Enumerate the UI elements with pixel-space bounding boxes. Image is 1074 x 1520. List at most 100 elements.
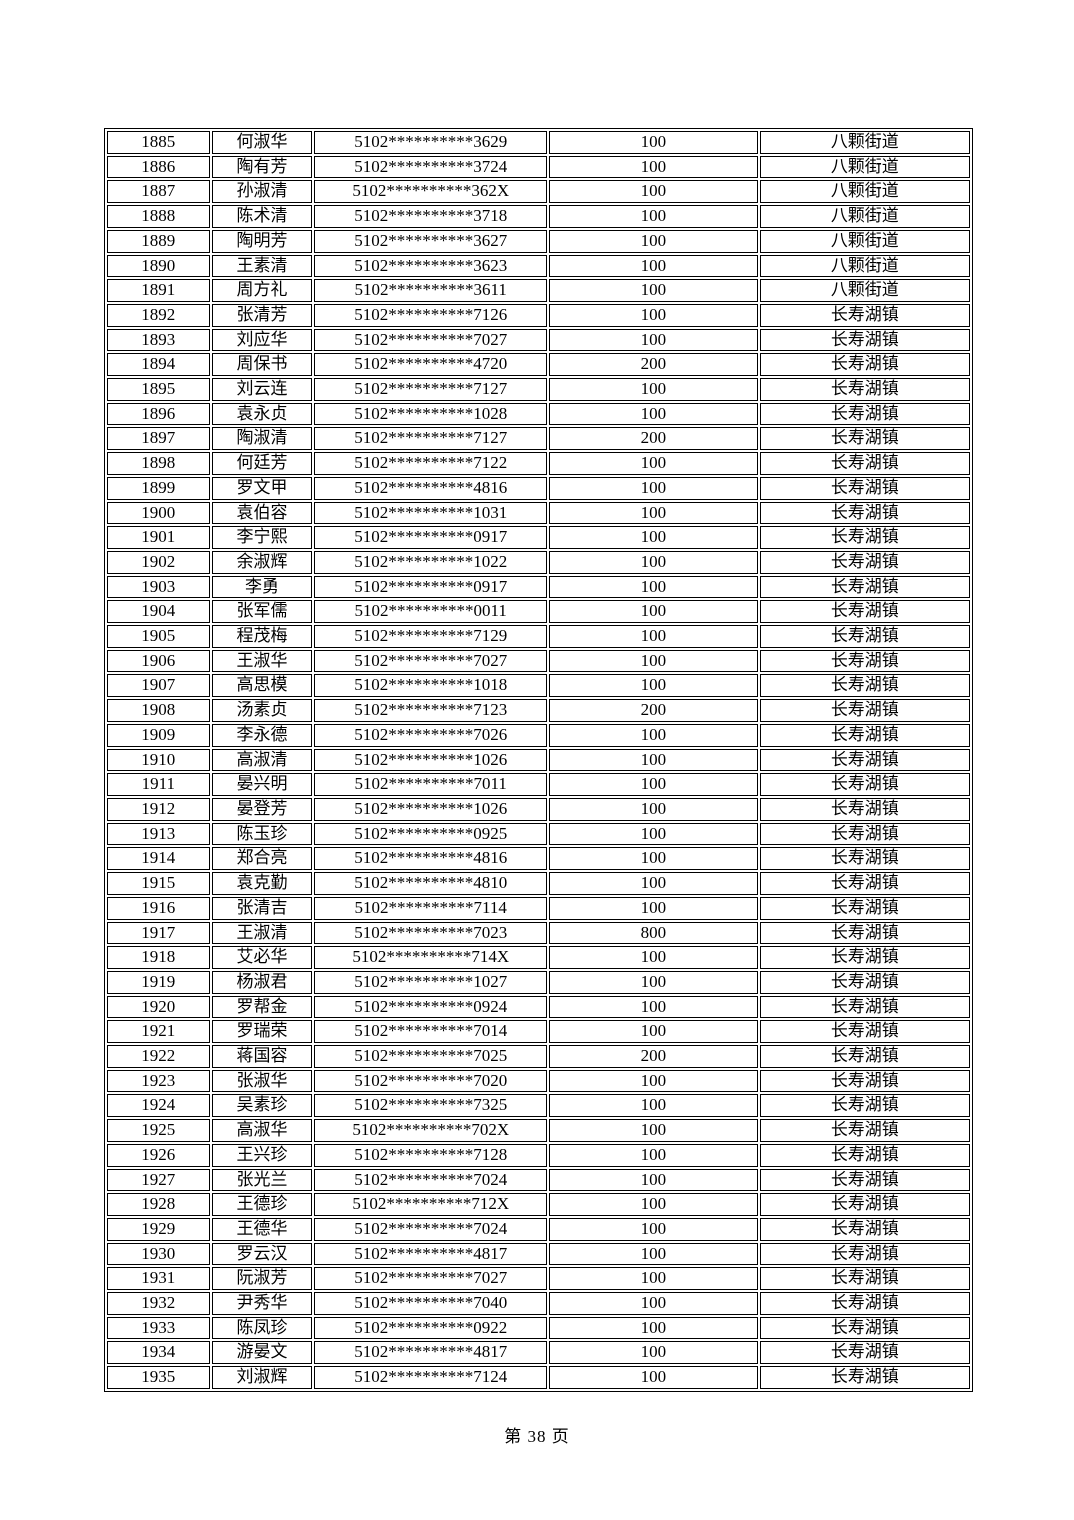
district-cell: 长寿湖镇 bbox=[759, 378, 970, 401]
district-cell: 八颗街道 bbox=[759, 254, 970, 278]
amount-cell: 100 bbox=[549, 452, 758, 475]
district-cell: 长寿湖镇 bbox=[759, 773, 970, 796]
name-cell: 张光兰 bbox=[211, 1168, 313, 1192]
serial-cell: 1896 bbox=[107, 402, 210, 426]
serial-cell: 1905 bbox=[107, 625, 210, 648]
name-cell: 程茂梅 bbox=[211, 625, 313, 648]
serial-cell: 1890 bbox=[107, 254, 210, 278]
district-cell: 长寿湖镇 bbox=[759, 353, 970, 377]
table-row: 1922 蒋国容 5102**********7025 200 长寿湖镇 bbox=[107, 1045, 970, 1068]
serial-cell: 1895 bbox=[107, 378, 210, 401]
district-cell: 长寿湖镇 bbox=[759, 1316, 970, 1340]
serial-cell: 1926 bbox=[107, 1143, 210, 1167]
amount-cell: 100 bbox=[549, 970, 758, 994]
name-cell: 李宁熙 bbox=[211, 526, 313, 549]
amount-cell: 200 bbox=[549, 699, 758, 722]
amount-cell: 100 bbox=[549, 378, 758, 401]
amount-cell: 200 bbox=[549, 427, 758, 451]
district-cell: 长寿湖镇 bbox=[759, 822, 970, 846]
name-cell: 吴素珍 bbox=[211, 1094, 313, 1118]
district-cell: 八颗街道 bbox=[759, 180, 970, 204]
serial-cell: 1908 bbox=[107, 699, 210, 722]
name-cell: 张军儒 bbox=[211, 600, 313, 624]
table-row: 1902 余淑辉 5102**********1022 100 长寿湖镇 bbox=[107, 550, 970, 574]
serial-cell: 1910 bbox=[107, 748, 210, 772]
serial-cell: 1921 bbox=[107, 1020, 210, 1044]
amount-cell: 100 bbox=[549, 896, 758, 920]
amount-cell: 100 bbox=[549, 1341, 758, 1365]
amount-cell: 100 bbox=[549, 303, 758, 327]
table-row: 1917 王淑清 5102**********7023 800 长寿湖镇 bbox=[107, 921, 970, 945]
id-masked-cell: 5102**********7127 bbox=[314, 427, 548, 451]
id-masked-cell: 5102**********1028 bbox=[314, 402, 548, 426]
serial-cell: 1898 bbox=[107, 452, 210, 475]
name-cell: 游晏文 bbox=[211, 1341, 313, 1365]
id-masked-cell: 5102**********4816 bbox=[314, 476, 548, 500]
serial-cell: 1930 bbox=[107, 1242, 210, 1266]
id-masked-cell: 5102**********7129 bbox=[314, 625, 548, 648]
amount-cell: 100 bbox=[549, 1316, 758, 1340]
name-cell: 王德珍 bbox=[211, 1193, 313, 1216]
serial-cell: 1885 bbox=[107, 131, 210, 154]
name-cell: 刘淑辉 bbox=[211, 1366, 313, 1389]
serial-cell: 1892 bbox=[107, 303, 210, 327]
id-masked-cell: 5102**********7027 bbox=[314, 328, 548, 352]
id-masked-cell: 5102**********7024 bbox=[314, 1168, 548, 1192]
district-cell: 长寿湖镇 bbox=[759, 1094, 970, 1118]
table-row: 1908 汤素贞 5102**********7123 200 长寿湖镇 bbox=[107, 699, 970, 722]
amount-cell: 100 bbox=[549, 550, 758, 574]
name-cell: 王淑华 bbox=[211, 649, 313, 673]
name-cell: 袁永贞 bbox=[211, 402, 313, 426]
amount-cell: 100 bbox=[549, 402, 758, 426]
id-masked-cell: 5102**********0924 bbox=[314, 995, 548, 1019]
district-cell: 长寿湖镇 bbox=[759, 427, 970, 451]
serial-cell: 1914 bbox=[107, 847, 210, 871]
district-cell: 长寿湖镇 bbox=[759, 1366, 970, 1389]
name-cell: 罗云汉 bbox=[211, 1242, 313, 1266]
id-masked-cell: 5102**********1026 bbox=[314, 748, 548, 772]
id-masked-cell: 5102**********7026 bbox=[314, 723, 548, 747]
amount-cell: 100 bbox=[549, 748, 758, 772]
district-cell: 长寿湖镇 bbox=[759, 1045, 970, 1068]
serial-cell: 1928 bbox=[107, 1193, 210, 1216]
amount-cell: 100 bbox=[549, 1143, 758, 1167]
amount-cell: 100 bbox=[549, 995, 758, 1019]
district-cell: 八颗街道 bbox=[759, 279, 970, 302]
name-cell: 罗帮金 bbox=[211, 995, 313, 1019]
serial-cell: 1925 bbox=[107, 1119, 210, 1142]
id-masked-cell: 5102**********7122 bbox=[314, 452, 548, 475]
amount-cell: 100 bbox=[549, 180, 758, 204]
amount-cell: 100 bbox=[549, 1193, 758, 1216]
id-masked-cell: 5102**********7123 bbox=[314, 699, 548, 722]
id-masked-cell: 5102**********1027 bbox=[314, 970, 548, 994]
id-masked-cell: 5102**********0922 bbox=[314, 1316, 548, 1340]
district-cell: 长寿湖镇 bbox=[759, 896, 970, 920]
district-cell: 长寿湖镇 bbox=[759, 797, 970, 821]
serial-cell: 1886 bbox=[107, 155, 210, 179]
name-cell: 周方礼 bbox=[211, 279, 313, 302]
district-cell: 八颗街道 bbox=[759, 155, 970, 179]
amount-cell: 100 bbox=[549, 946, 758, 969]
name-cell: 王淑清 bbox=[211, 921, 313, 945]
name-cell: 陶淑清 bbox=[211, 427, 313, 451]
serial-cell: 1901 bbox=[107, 526, 210, 549]
serial-cell: 1907 bbox=[107, 674, 210, 698]
serial-cell: 1904 bbox=[107, 600, 210, 624]
table-row: 1887 孙淑清 5102**********362X 100 八颗街道 bbox=[107, 180, 970, 204]
page-number: 第 38 页 bbox=[504, 1427, 570, 1446]
id-masked-cell: 5102**********702X bbox=[314, 1119, 548, 1142]
table-row: 1906 王淑华 5102**********7027 100 长寿湖镇 bbox=[107, 649, 970, 673]
table-row: 1928 王德珍 5102**********712X 100 长寿湖镇 bbox=[107, 1193, 970, 1216]
name-cell: 何淑华 bbox=[211, 131, 313, 154]
name-cell: 王兴珍 bbox=[211, 1143, 313, 1167]
amount-cell: 100 bbox=[549, 229, 758, 253]
district-cell: 长寿湖镇 bbox=[759, 1341, 970, 1365]
name-cell: 陶有芳 bbox=[211, 155, 313, 179]
table-row: 1916 张清吉 5102**********7114 100 长寿湖镇 bbox=[107, 896, 970, 920]
district-cell: 长寿湖镇 bbox=[759, 1168, 970, 1192]
amount-cell: 100 bbox=[549, 723, 758, 747]
serial-cell: 1924 bbox=[107, 1094, 210, 1118]
serial-cell: 1923 bbox=[107, 1069, 210, 1093]
serial-cell: 1915 bbox=[107, 872, 210, 895]
table-row: 1932 尹秀华 5102**********7040 100 长寿湖镇 bbox=[107, 1292, 970, 1315]
